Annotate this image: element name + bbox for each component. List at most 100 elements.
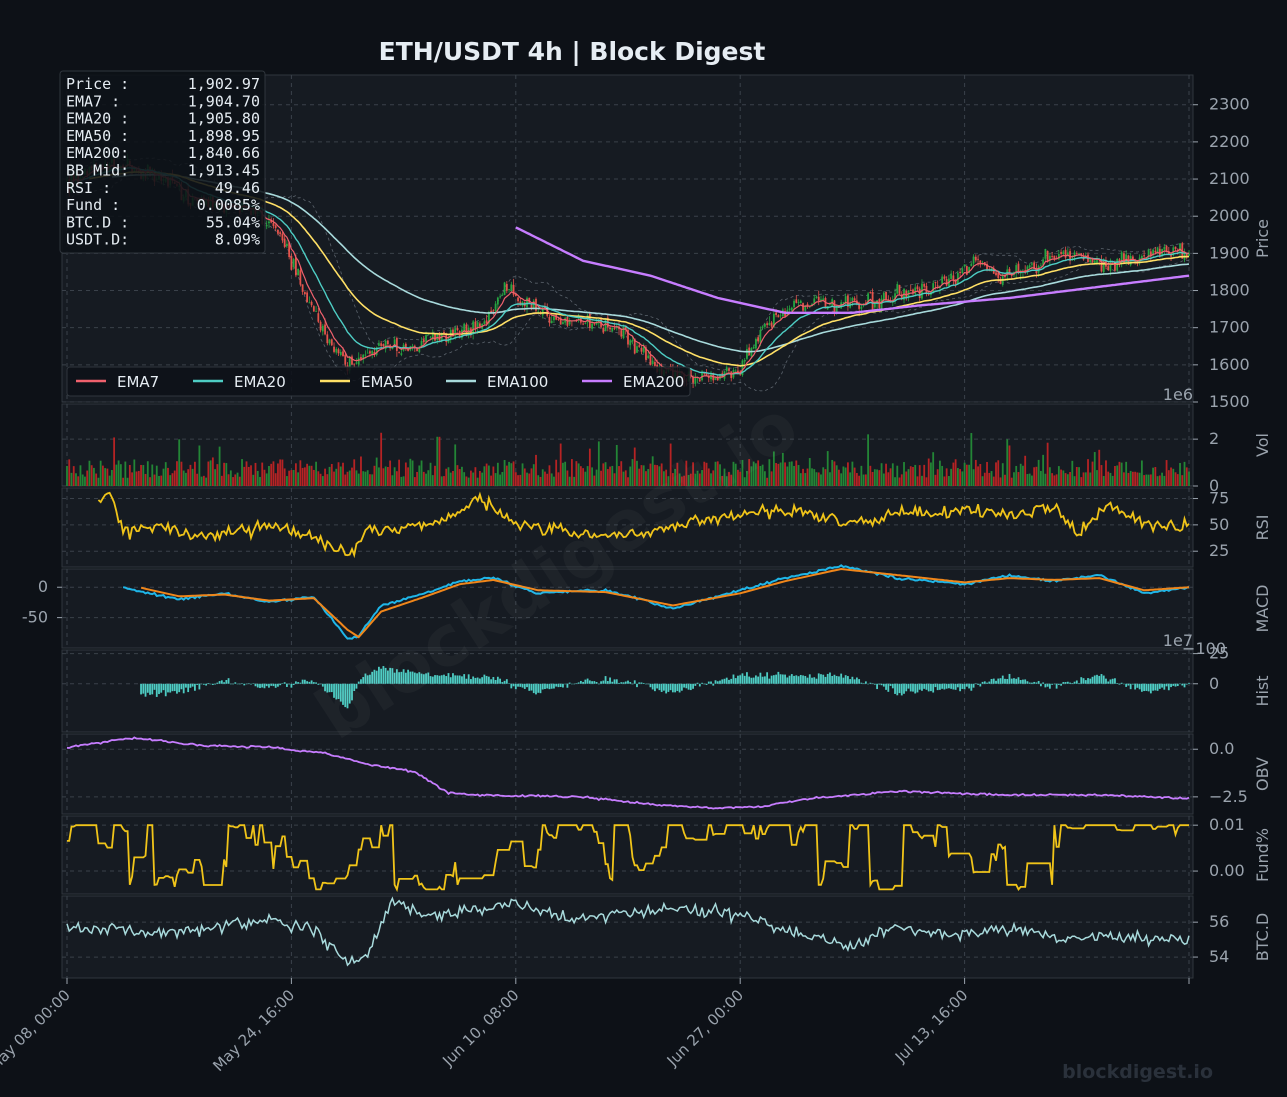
hist-bar xyxy=(950,683,953,689)
volume-bar xyxy=(443,476,445,486)
volume-bar xyxy=(775,463,778,486)
volume-bar xyxy=(337,462,340,486)
volume-bar xyxy=(739,471,742,486)
candle-body xyxy=(420,340,423,347)
volume-bar xyxy=(1019,463,1022,486)
candle-body xyxy=(1044,249,1047,259)
hist-bar xyxy=(389,667,392,684)
candle-body xyxy=(941,276,944,284)
hist-bar xyxy=(781,674,784,684)
candle-body xyxy=(790,307,793,311)
candle-body xyxy=(407,349,409,351)
candle-body xyxy=(772,313,775,328)
hist-bar xyxy=(1161,683,1163,688)
volume-bar xyxy=(261,462,264,486)
volume-bar xyxy=(1006,439,1009,486)
hist-bar xyxy=(1174,683,1177,687)
hist-bar xyxy=(245,683,248,685)
hist-bar xyxy=(1087,678,1089,684)
candle-body xyxy=(353,363,356,365)
info-box: Price : 1,902.97 EMA7 : 1,904.70 EMA20 : 1,90… xyxy=(59,70,266,254)
volume-bar xyxy=(380,432,383,486)
hist-bar xyxy=(324,683,326,692)
volume-bar xyxy=(804,473,807,486)
hist-bar xyxy=(947,683,950,689)
candle-body xyxy=(943,276,946,279)
candle-body xyxy=(400,353,403,355)
volume-bar xyxy=(651,456,654,486)
candle-body xyxy=(775,312,778,316)
y-tick-label: 56 xyxy=(1209,912,1229,931)
volume-bar xyxy=(225,463,228,486)
candle-body xyxy=(638,345,641,347)
volume-bar xyxy=(119,464,122,486)
volume-bar xyxy=(1008,445,1011,486)
hist-bar xyxy=(532,683,535,694)
y-tick-label: 25 xyxy=(1209,644,1229,663)
hist-bar xyxy=(1125,683,1128,687)
y-axis-label-hist: Hist xyxy=(1253,675,1272,706)
hist-bar xyxy=(402,669,405,684)
candle-body xyxy=(274,225,277,229)
hist-bar xyxy=(357,681,360,684)
candle-body xyxy=(1031,263,1033,265)
volume-bar xyxy=(236,472,239,486)
candle-body xyxy=(351,356,353,365)
hist-bar xyxy=(723,678,726,684)
hist-bar xyxy=(492,677,495,684)
hist-bar xyxy=(1022,679,1024,684)
hist-bar xyxy=(1172,683,1175,686)
volume-bar xyxy=(351,467,353,486)
hist-bar xyxy=(1140,683,1143,692)
volume-bar xyxy=(725,476,728,486)
candle-body xyxy=(404,343,407,350)
candle-body xyxy=(820,299,822,302)
volume-bar xyxy=(434,465,436,486)
candle-body xyxy=(725,367,728,372)
candle-body xyxy=(369,351,371,354)
hist-bar xyxy=(440,675,443,684)
volume-bar xyxy=(155,465,158,486)
hist-bar xyxy=(871,683,874,685)
candle-body xyxy=(292,259,295,268)
hist-bar xyxy=(1158,683,1161,689)
volume-bar xyxy=(945,468,948,486)
volume-bar xyxy=(734,463,737,486)
candle-body xyxy=(474,321,477,330)
volume-bar xyxy=(124,461,127,486)
hist-bar xyxy=(413,672,416,684)
volume-bar xyxy=(521,463,524,486)
hist-bar xyxy=(817,673,820,684)
hist-bar xyxy=(1064,682,1067,684)
volume-bar xyxy=(555,459,558,486)
hist-bar xyxy=(896,683,899,696)
volume-bar xyxy=(481,472,484,486)
candle-body xyxy=(294,257,297,276)
candle-body xyxy=(1057,253,1060,260)
candle-body xyxy=(283,238,286,247)
hist-bar xyxy=(420,673,423,684)
volume-bar xyxy=(189,464,192,486)
candle-body xyxy=(364,354,367,356)
candle-body xyxy=(508,289,510,290)
candle-body xyxy=(391,347,394,350)
hist-bar xyxy=(205,683,208,686)
volume-bar xyxy=(683,475,685,486)
volume-bar xyxy=(223,462,225,486)
volume-bar xyxy=(716,461,719,486)
hist-bar xyxy=(398,672,401,684)
obv-line xyxy=(66,736,1190,810)
volume-bar xyxy=(346,471,349,486)
candle-body xyxy=(312,306,315,312)
volume-bar xyxy=(795,460,798,486)
volume-bar xyxy=(211,457,214,486)
hist-bar xyxy=(1066,681,1069,684)
volume-bar xyxy=(721,476,724,486)
hist-bar xyxy=(577,682,580,684)
volume-bar xyxy=(990,471,993,486)
volume-bar xyxy=(326,474,329,486)
volume-bar xyxy=(784,462,786,486)
volume-bar xyxy=(907,469,910,486)
volume-bar xyxy=(571,459,573,486)
y-tick-label: 2000 xyxy=(1209,206,1250,225)
